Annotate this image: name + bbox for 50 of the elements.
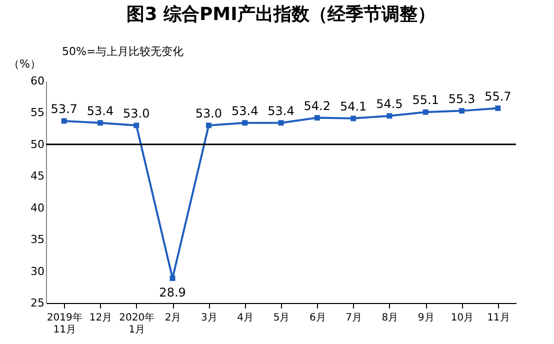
x-tick-label: 10月 [450,312,474,324]
y-tick-label: 35 [30,233,44,246]
x-tick-label: 6月 [309,312,326,324]
text: 50%=与上月比较无变化 [62,44,184,59]
point [422,109,428,115]
point [278,120,284,126]
y-tick-label: 45 [30,170,44,183]
y-tick-label: 60 [30,74,44,88]
y-tick-label: 40 [30,201,44,214]
text: 53.0 [123,106,150,120]
point [495,106,501,112]
y-tick-label: 25 [30,296,44,310]
chart-title: 图3 综合PMI产出指数（经季节调整） [126,4,436,25]
x-tick-label: 8月 [382,312,398,324]
point [350,116,356,122]
x-tick-label: 3月 [201,312,218,324]
x-tick-label: 5月 [273,312,290,324]
point [97,120,103,126]
text: 53.4 [86,104,114,118]
point [459,108,465,114]
text: 28.9 [159,285,186,300]
x-tick-label: 9月 [418,312,434,324]
text: 54.2 [304,98,331,113]
y-tick-label: 55 [30,106,44,120]
point [61,118,67,124]
x-tick-label: 2020年 1月 [119,312,155,336]
x-tick-label: 7月 [346,312,362,324]
x-tick-label: 11月 [487,312,510,324]
x-tick-label: 2019年 11月 [46,312,82,336]
point [386,113,392,119]
text: 53.0 [195,106,222,120]
point [242,120,248,126]
text: 54.5 [376,96,403,111]
x-tick-label: 12月 [89,312,112,324]
y-tick-label: 50 [30,138,44,151]
text: 55.7 [484,89,512,104]
text: 54.1 [340,99,367,114]
x-tick-label: 2月 [164,312,182,324]
point [170,276,176,281]
text: 55.1 [412,93,439,108]
text: 53.4 [268,104,294,118]
text: 55.3 [448,92,476,106]
point [206,122,212,128]
text: 53.7 [50,102,78,116]
point [134,122,140,128]
y-axis-title: （%） [8,58,41,70]
text: 53.4 [231,104,258,118]
y-tick-label: 30 [30,264,44,278]
point [314,115,320,121]
x-tick-label: 4月 [237,312,254,324]
